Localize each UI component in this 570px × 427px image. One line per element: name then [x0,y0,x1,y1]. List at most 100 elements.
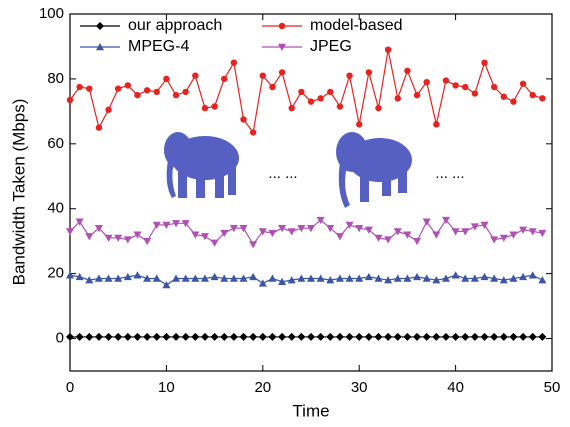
marker [86,85,93,92]
marker [297,225,306,233]
marker [404,67,411,74]
marker [210,332,219,341]
marker [519,80,527,87]
marker [355,225,364,233]
marker [335,274,344,282]
marker [432,231,441,239]
x-tick-label: 40 [447,379,464,396]
marker [490,236,499,244]
marker [441,274,450,282]
marker [365,69,373,76]
marker [172,91,180,99]
marker [229,225,238,233]
y-tick-label: 80 [47,70,64,87]
marker [249,272,258,281]
marker [76,83,83,91]
series-line [69,274,543,286]
marker [114,332,123,341]
marker [297,332,306,341]
marker [220,274,229,282]
marker [133,332,142,341]
marker [278,225,287,233]
marker [229,332,238,341]
elephant-left [164,132,239,198]
marker [374,274,383,282]
marker [287,332,296,341]
marker [133,231,142,239]
marker [470,274,479,282]
marker [441,216,450,225]
marker [528,332,537,341]
marker [374,234,383,242]
marker [191,231,200,239]
marker [519,226,528,234]
marker [356,121,363,128]
y-tick-label: 0 [56,330,64,347]
marker [529,91,536,99]
marker [200,233,209,241]
marker [258,332,267,341]
marker [509,231,518,239]
marker [75,332,84,341]
marker [230,59,238,66]
marker [393,228,402,236]
marker [162,221,171,229]
marker [394,95,401,102]
marker [375,104,382,112]
marker [152,274,161,282]
marker [393,332,402,341]
marker [249,129,257,136]
marker [94,332,103,341]
marker [442,77,450,84]
marker [143,332,152,341]
marker [181,332,190,341]
marker [278,22,286,30]
legend-label: our approach [128,17,222,34]
marker [480,221,489,229]
marker [181,274,190,282]
marker [181,220,190,228]
marker [239,274,248,282]
marker [104,332,113,341]
marker [152,332,161,341]
marker [229,274,238,282]
marker [96,22,104,30]
marker [239,225,248,233]
marker [316,216,325,225]
marker [249,332,258,341]
elephant-right [336,132,412,208]
marker [143,87,151,94]
marker [384,332,393,341]
series-line [69,49,543,134]
marker [327,88,334,96]
marker [66,228,74,236]
marker [287,228,296,236]
marker [393,274,402,282]
marker [307,274,315,282]
marker [451,228,460,236]
marker [422,332,431,341]
marker [153,88,160,96]
marker [500,93,507,100]
marker [249,241,258,249]
marker [364,226,373,234]
annotation: ... ... [435,165,464,182]
annotation: ... ... [268,165,297,182]
marker [182,88,189,96]
marker [374,332,383,341]
marker [480,332,489,341]
marker [162,280,171,289]
marker [538,229,547,238]
marker [258,279,267,287]
marker [403,274,412,282]
marker [200,332,209,341]
y-tick-label: 60 [47,135,64,152]
x-tick-label: 50 [544,379,561,396]
x-tick-label: 30 [351,379,368,396]
marker [364,332,373,341]
x-axis-label: Time [292,401,329,420]
marker [528,228,537,236]
marker [221,75,228,83]
marker [471,90,479,97]
marker [499,276,508,284]
